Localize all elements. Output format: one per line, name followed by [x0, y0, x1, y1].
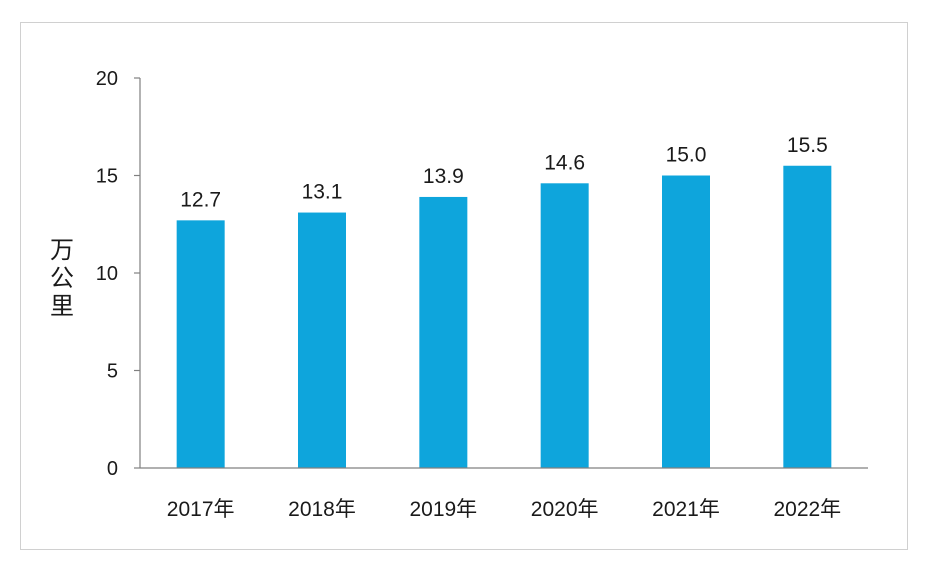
- data-label: 13.9: [423, 165, 464, 188]
- bars: [176, 165, 832, 469]
- bar: [662, 175, 710, 468]
- chart-frame: [20, 22, 908, 550]
- data-label: 13.1: [302, 181, 343, 204]
- x-axis-labels: 2017年 2018年 2019年 2020年 2021年 2022年: [167, 498, 841, 521]
- y-tick-label: 5: [107, 361, 118, 383]
- bar: [298, 212, 346, 468]
- y-axis-ticks: 0 5 10 15 20: [96, 68, 140, 480]
- bar: [419, 196, 468, 468]
- data-label: 12.7: [180, 188, 221, 211]
- x-tick-label: 2017年: [167, 498, 235, 521]
- data-label: 14.6: [544, 151, 585, 174]
- data-label: 15.5: [787, 134, 828, 157]
- x-tick-label: 2020年: [531, 498, 599, 521]
- y-tick-label: 20: [96, 68, 118, 90]
- x-tick-label: 2022年: [773, 498, 841, 521]
- x-tick-label: 2018年: [288, 498, 356, 521]
- x-tick-label: 2019年: [409, 498, 477, 521]
- bar: [783, 165, 832, 468]
- bar: [540, 183, 589, 469]
- y-axis-label: 万公里: [50, 236, 74, 320]
- y-tick-label: 10: [96, 263, 118, 285]
- data-label: 15.0: [666, 144, 707, 167]
- y-tick-label: 0: [107, 458, 118, 480]
- bar: [176, 220, 225, 468]
- y-tick-label: 15: [96, 166, 118, 188]
- data-labels: 12.7 13.1 13.9 14.6 15.0 15.5: [180, 134, 828, 212]
- x-tick-label: 2021年: [652, 498, 720, 521]
